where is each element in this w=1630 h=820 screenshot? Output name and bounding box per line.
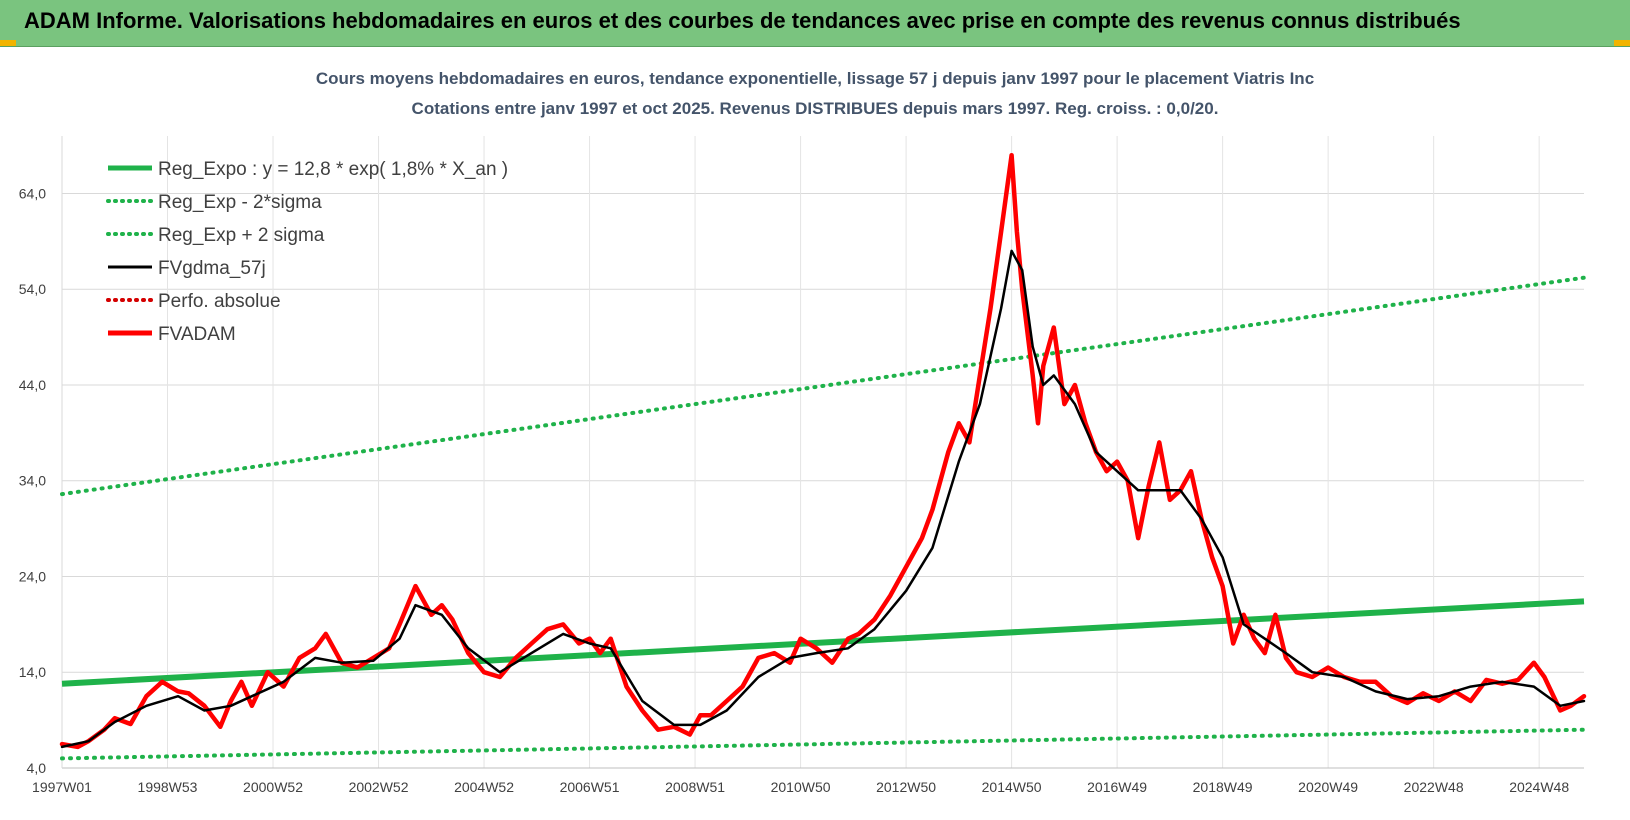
line-chart: Cours moyens hebdomadaires en euros, ten… xyxy=(19,69,1587,795)
x-tick-label: 1998W53 xyxy=(138,779,198,795)
series-reg-expo xyxy=(61,598,1585,687)
series-reg-high xyxy=(60,275,1586,497)
legend-label-fvadam: FVADAM xyxy=(158,324,236,345)
series-fvadam xyxy=(59,152,1587,750)
y-tick-label: 54,0 xyxy=(19,281,46,297)
chart-title-line2: Cotations entre janv 1997 et oct 2025. R… xyxy=(412,99,1219,118)
legend-label-high: Reg_Exp + 2 sigma xyxy=(158,225,325,246)
header-bar: ADAM Informe. Valorisations hebdomadaire… xyxy=(0,0,1630,47)
x-tick-label: 2000W52 xyxy=(243,779,303,795)
series-fvgdma xyxy=(60,249,1586,749)
corner-mark xyxy=(0,40,16,46)
y-tick-label: 34,0 xyxy=(19,473,46,489)
legend-label-low: Reg_Exp - 2*sigma xyxy=(158,192,322,213)
x-tick-label: 2024W48 xyxy=(1509,779,1569,795)
axis-labels: 4,0 14,0 24,0 34,0 44,0 54,0 64,0 1997W01 1998W5… xyxy=(19,185,1570,795)
series-layer xyxy=(59,152,1587,761)
legend: Reg_Expo : y = 12,8 * exp( 1,8% * X_an )… xyxy=(106,159,508,345)
x-tick-label: 2014W50 xyxy=(982,779,1042,795)
x-tick-label: 2006W51 xyxy=(560,779,620,795)
x-tick-label: 2022W48 xyxy=(1404,779,1464,795)
chart-title-line1: Cours moyens hebdomadaires en euros, ten… xyxy=(316,69,1314,88)
x-tick-label: 1997W01 xyxy=(32,779,92,795)
legend-label-smooth: FVgdma_57j xyxy=(158,258,266,279)
y-tick-label: 64,0 xyxy=(19,185,46,201)
page-title: ADAM Informe. Valorisations hebdomadaire… xyxy=(24,8,1461,33)
x-tick-label: 2010W50 xyxy=(771,779,831,795)
series-reg-low xyxy=(60,727,1586,761)
corner-mark xyxy=(1614,40,1630,46)
y-tick-label: 4,0 xyxy=(27,760,47,776)
x-tick-label: 2012W50 xyxy=(876,779,936,795)
x-tick-label: 2008W51 xyxy=(665,779,725,795)
x-tick-label: 2018W49 xyxy=(1193,779,1253,795)
chart-area: Cours moyens hebdomadaires en euros, ten… xyxy=(0,46,1630,815)
x-tick-label: 2020W49 xyxy=(1298,779,1358,795)
legend-label-reg: Reg_Expo : y = 12,8 * exp( 1,8% * X_an ) xyxy=(158,159,508,180)
y-tick-label: 14,0 xyxy=(19,664,46,680)
x-tick-label: 2004W52 xyxy=(454,779,514,795)
legend-label-perf: Perfo. absolue xyxy=(158,291,281,312)
y-tick-label: 24,0 xyxy=(19,568,46,584)
x-tick-label: 2002W52 xyxy=(349,779,409,795)
y-tick-label: 44,0 xyxy=(19,377,46,393)
x-tick-label: 2016W49 xyxy=(1087,779,1147,795)
